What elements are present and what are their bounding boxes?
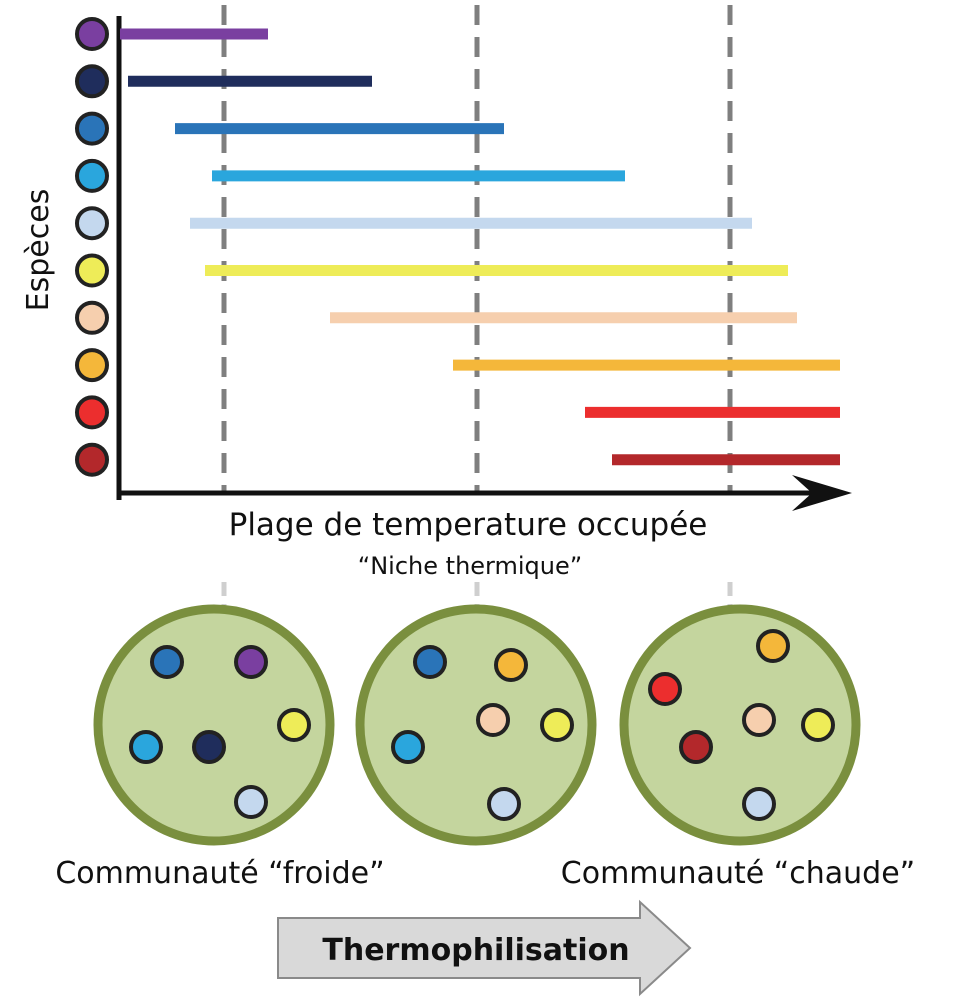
community-cold-label: Communauté “froide” [55, 856, 384, 891]
community-species-dot [277, 708, 311, 742]
community-species-dot [487, 787, 521, 821]
community-species-dot [129, 730, 163, 764]
community-species-dot [540, 708, 574, 742]
community-warm-label: Communauté “chaude” [561, 856, 915, 891]
community-species-dot [192, 730, 226, 764]
species-marker [75, 395, 109, 430]
community-species-dot [234, 645, 268, 679]
community-species-dot [648, 672, 682, 706]
species-marker [75, 300, 109, 335]
community-species-dot [234, 785, 268, 819]
thermophilisation-label: Thermophilisation [322, 933, 629, 968]
species-marker [75, 348, 109, 383]
community-species-dot [679, 730, 713, 764]
species-marker [75, 111, 109, 146]
community-circle [619, 604, 861, 846]
community-species-dot [391, 730, 425, 764]
x-axis-label: Plage de temperature occupée [229, 507, 708, 543]
community-species-dot [742, 787, 776, 821]
community-species-dot [801, 708, 835, 742]
species-markers [75, 17, 109, 477]
y-axis-label: Espèces [21, 189, 56, 312]
community-species-dot [742, 703, 776, 737]
community-species-dot [494, 648, 528, 682]
thermophilisation-arrow [277, 899, 692, 997]
x-axis-sublabel: “Niche thermique” [358, 552, 582, 580]
community-species-dot [756, 629, 790, 663]
community-species-dot [413, 645, 447, 679]
x-axis-arrowhead [792, 475, 852, 511]
species-bars [120, 28, 840, 466]
community-species-dot [150, 645, 184, 679]
communities [93, 604, 861, 846]
species-marker [75, 442, 109, 477]
species-marker [75, 253, 109, 288]
species-marker [75, 64, 109, 99]
species-marker [75, 206, 109, 241]
species-marker [75, 17, 109, 51]
community-species-dot [476, 703, 510, 737]
species-marker [75, 158, 109, 193]
